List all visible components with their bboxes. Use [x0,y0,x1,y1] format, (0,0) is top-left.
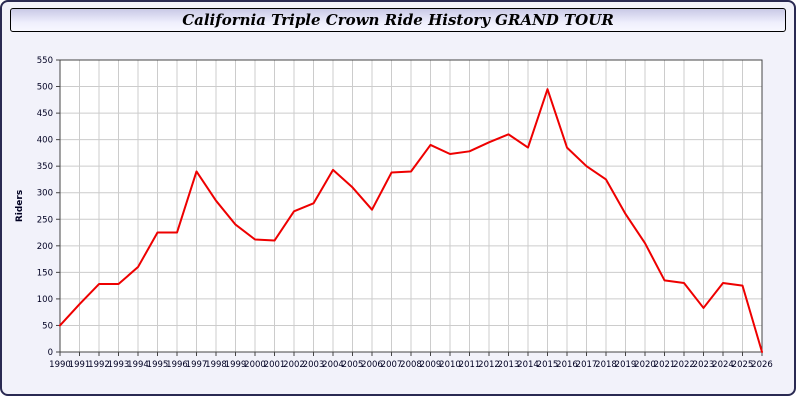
x-tick-label: 2015 [537,360,559,370]
x-tick-label: 2020 [634,360,656,370]
x-tick-label: 2021 [654,360,676,370]
x-tick-label: 2002 [283,360,305,370]
x-tick-label: 2007 [381,360,403,370]
x-tick-label: 2000 [244,360,266,370]
x-tick-label: 2022 [673,360,695,370]
riders-line [59,88,763,353]
x-tick-label: 1997 [186,360,208,370]
x-tick-label: 1999 [225,360,247,370]
x-tick-label: 2006 [361,360,383,370]
y-tick-label: 400 [37,136,53,146]
x-tick-label: 2005 [342,360,364,370]
y-axis-label: Riders [15,190,25,222]
y-tick-label: 550 [37,56,53,66]
x-tick-label: 2013 [498,360,520,370]
x-tick-label: 2003 [303,360,325,370]
y-tick-label: 200 [37,242,53,252]
x-tick-label: 1990 [49,360,71,370]
x-tick-label: 1991 [69,360,91,370]
x-tick-label: 2011 [459,360,481,370]
x-tick-label: 1992 [88,360,110,370]
y-tick-label: 100 [37,295,53,305]
x-tick-label: 2024 [712,360,734,370]
x-tick-label: 2009 [420,360,442,370]
line-chart: 0501001502002503003504004505005501990199… [15,56,773,370]
x-tick-label: 2018 [595,360,617,370]
x-tick-label: 2001 [264,360,286,370]
x-tick-label: 2023 [693,360,715,370]
y-tick-label: 0 [48,348,53,358]
x-tick-label: 1998 [205,360,227,370]
x-tick-label: 2010 [439,360,461,370]
chart-area: 0 50 100 150 200 250 300 350 400 450 500 550 1990 199… [10,46,790,392]
x-tick-label: 1996 [166,360,188,370]
x-tick-label: 2017 [576,360,598,370]
x-tick-label: 2004 [322,360,344,370]
y-tick-label: 250 [37,215,53,225]
x-tick-label: 2025 [732,360,754,370]
chart-title: California Triple Crown Ride History GRA… [10,8,786,32]
x-tick-label: 2016 [556,360,578,370]
x-tick-label: 2019 [615,360,637,370]
y-tick-label: 450 [37,109,53,119]
x-tick-label: 2014 [517,360,539,370]
y-tick-label: 150 [37,268,53,278]
x-tick-label: 2008 [400,360,422,370]
x-tick-label: 1995 [147,360,169,370]
x-tick-label: 1993 [108,360,130,370]
y-tick-label: 350 [37,162,53,172]
y-tick-label: 500 [37,83,53,93]
y-tick-label: 50 [42,321,53,331]
y-tick-label: 300 [37,189,53,199]
x-tick-label: 1994 [127,360,149,370]
x-tick-label: 2012 [478,360,500,370]
plot-frame [59,59,763,353]
x-tick-label: 2026 [751,360,773,370]
